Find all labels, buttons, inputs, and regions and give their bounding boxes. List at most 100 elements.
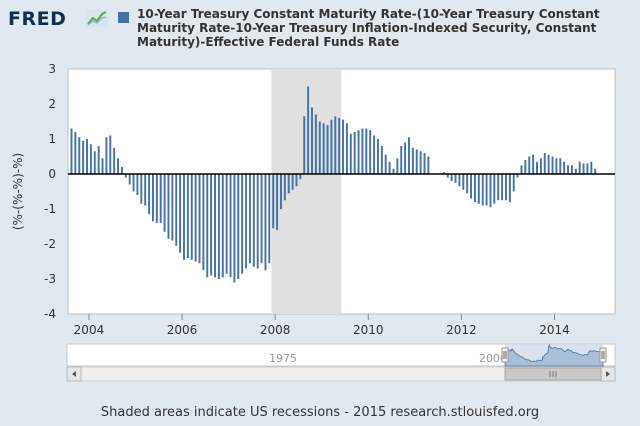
bar	[501, 174, 504, 201]
fred-logo: FRED	[8, 8, 67, 30]
bar	[155, 174, 158, 223]
bar	[86, 139, 88, 174]
bar	[299, 174, 302, 180]
y-tick-label: 2	[48, 97, 56, 111]
y-axis-label: (%-(%-%)-%)	[11, 153, 25, 230]
bar	[528, 156, 531, 174]
bar	[128, 174, 131, 185]
bar	[179, 174, 182, 253]
bar	[590, 161, 593, 174]
bar	[582, 163, 585, 174]
bar	[318, 121, 321, 174]
bar	[70, 128, 73, 174]
x-tick-label: 2010	[353, 323, 384, 337]
y-tick-label: -4	[44, 307, 56, 321]
bar	[570, 165, 573, 174]
y-tick-label: -1	[44, 202, 56, 216]
bar	[454, 174, 457, 183]
bar	[167, 174, 170, 239]
bar	[396, 158, 399, 174]
bar	[473, 174, 476, 202]
legend-swatch	[118, 12, 129, 23]
bar	[524, 160, 527, 174]
bar	[97, 146, 100, 174]
bar	[311, 107, 313, 174]
bar	[307, 86, 310, 174]
bar	[229, 174, 232, 278]
bar	[113, 147, 116, 174]
bar	[248, 174, 251, 264]
bar	[551, 156, 554, 174]
bar	[272, 174, 275, 229]
y-tick-label: -3	[44, 272, 56, 286]
bar	[202, 174, 205, 271]
y-tick-label: -2	[44, 237, 56, 251]
bar	[322, 123, 325, 174]
y-tick-label: 1	[48, 132, 56, 146]
bar	[512, 174, 515, 192]
bar	[148, 174, 151, 215]
bar	[384, 154, 387, 174]
bar	[268, 174, 271, 264]
bar	[136, 174, 139, 195]
bar	[505, 174, 507, 201]
bar	[415, 149, 418, 174]
bar	[183, 174, 185, 260]
bar	[264, 174, 267, 271]
x-tick-label: 2014	[539, 323, 570, 337]
bar	[508, 174, 511, 202]
bar	[446, 174, 449, 178]
bar	[547, 154, 550, 174]
bar	[380, 146, 383, 174]
bar	[217, 174, 220, 279]
bar	[295, 174, 298, 187]
bar	[462, 174, 465, 190]
bar	[260, 174, 263, 264]
bar	[423, 153, 426, 174]
bar	[373, 135, 376, 174]
bar	[214, 174, 216, 278]
plot-area	[67, 68, 616, 315]
bar	[237, 174, 240, 279]
bar	[563, 161, 566, 174]
x-tick-label: 2004	[74, 323, 105, 337]
bar	[140, 174, 143, 204]
bar	[93, 151, 96, 174]
bar	[225, 174, 228, 274]
y-tick-label: 0	[48, 167, 56, 181]
bar	[124, 174, 127, 178]
bar	[252, 174, 255, 267]
bar	[427, 156, 430, 174]
bar	[280, 174, 282, 209]
bar	[555, 158, 558, 174]
bar	[190, 174, 193, 260]
bar	[520, 165, 523, 174]
bar	[334, 116, 337, 174]
navigator-handle-left[interactable]	[501, 347, 509, 363]
bar	[586, 163, 589, 174]
bar	[175, 174, 178, 246]
bar	[256, 174, 259, 269]
bar	[78, 137, 81, 174]
bar	[245, 174, 248, 269]
bar	[89, 144, 92, 174]
bar	[241, 174, 244, 274]
bar	[163, 174, 166, 232]
bar	[419, 151, 422, 174]
legend-label: 10-Year Treasury Constant Maturity Rate-…	[137, 7, 600, 49]
y-tick-label: 3	[48, 62, 56, 76]
navigator-series	[504, 343, 604, 367]
recession-band	[271, 69, 342, 314]
bar	[376, 139, 379, 174]
bar	[481, 174, 484, 206]
bar	[276, 174, 279, 230]
bar	[74, 132, 77, 174]
bar	[338, 118, 341, 174]
navigator-handle-right[interactable]	[599, 347, 607, 363]
arrow-left-icon	[72, 371, 76, 377]
bar	[151, 174, 154, 222]
bar	[303, 116, 306, 174]
bar	[221, 174, 224, 278]
bar	[493, 174, 496, 204]
